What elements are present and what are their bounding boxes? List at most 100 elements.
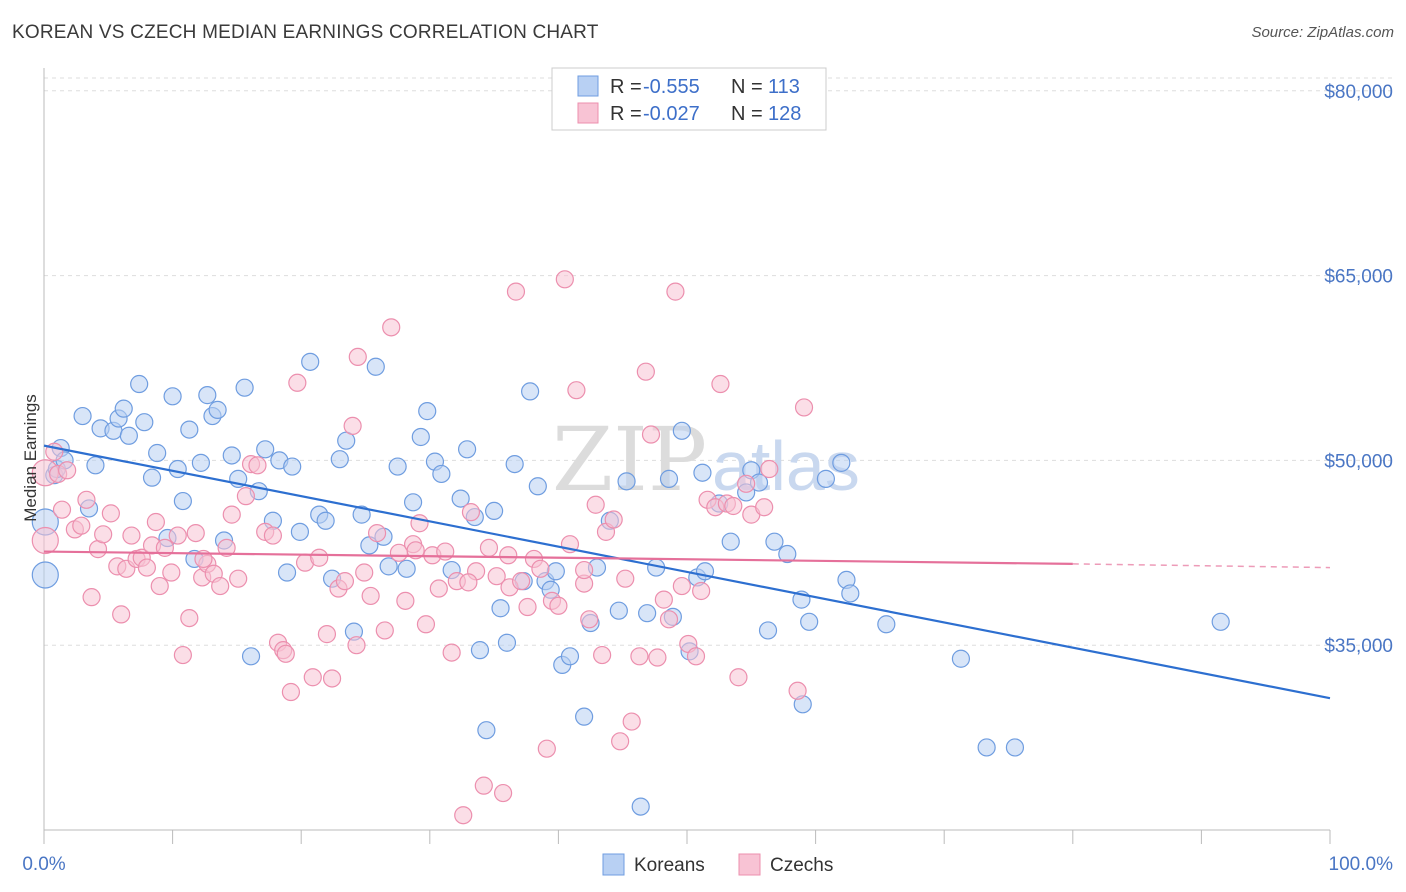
axes xyxy=(43,68,1331,844)
czech-point xyxy=(611,732,630,751)
czech-point xyxy=(479,538,499,557)
czech-point xyxy=(724,496,743,516)
czech-point xyxy=(454,806,473,825)
korean-point xyxy=(758,621,778,640)
czech-point xyxy=(72,516,91,535)
korean-point xyxy=(379,557,398,576)
bottom-legend-swatch-czechs xyxy=(738,853,761,876)
korean-point xyxy=(485,501,504,521)
bottom-legend-swatch-koreans xyxy=(602,853,625,876)
chart-source: Source: ZipAtlas.com xyxy=(1251,24,1394,41)
czech-point xyxy=(506,282,526,301)
czech-point xyxy=(499,546,518,565)
czech-point xyxy=(211,576,230,596)
czech-point xyxy=(217,538,236,557)
korean-point xyxy=(497,633,517,652)
korean-point xyxy=(283,457,302,476)
korean-point xyxy=(477,721,496,740)
czech-point xyxy=(236,487,256,506)
czech-point xyxy=(355,563,374,582)
czech-point xyxy=(361,586,380,606)
y-tick-label-1: $50,000 xyxy=(1324,451,1393,472)
czech-point xyxy=(459,573,478,592)
korean-point xyxy=(418,402,437,421)
czech-point xyxy=(101,504,120,523)
czech-point xyxy=(94,525,113,544)
czech-point xyxy=(622,712,641,731)
czech-point xyxy=(755,498,774,517)
korean-point xyxy=(841,584,860,603)
korean-point xyxy=(505,454,524,474)
czech-point xyxy=(641,425,661,444)
korean-point xyxy=(528,477,547,496)
korean-point xyxy=(672,421,691,440)
czech-point xyxy=(416,615,436,634)
czech-point xyxy=(276,644,295,663)
czech-point xyxy=(630,647,649,666)
czech-point xyxy=(604,510,623,529)
korean-point xyxy=(951,649,971,668)
czech-point xyxy=(58,461,77,480)
korean-point xyxy=(1211,612,1230,631)
czech-point xyxy=(343,416,362,436)
legend-n-value-koreans: 113 xyxy=(768,76,800,98)
legend-r-label-koreans: R = xyxy=(610,76,642,98)
czech-point xyxy=(281,682,301,702)
korean-point xyxy=(130,374,149,394)
czech-point xyxy=(672,576,691,596)
czech-point xyxy=(648,648,667,667)
czech-point xyxy=(77,490,96,509)
czech-trend-line xyxy=(43,550,1073,565)
korean-point xyxy=(168,459,187,479)
korean-point xyxy=(721,532,740,551)
korean-point xyxy=(397,559,416,578)
korean-point xyxy=(208,400,227,419)
korean-point xyxy=(301,352,320,371)
czech-point xyxy=(729,668,748,687)
y-tick-label-3: $80,000 xyxy=(1324,82,1393,103)
czech-point xyxy=(737,474,756,493)
czech-point xyxy=(112,605,131,624)
czech-point xyxy=(461,503,481,522)
korean-point xyxy=(235,378,254,397)
korean-point xyxy=(277,563,297,582)
korean-point xyxy=(778,544,797,564)
czech-point xyxy=(168,526,187,545)
czech-point xyxy=(310,548,329,567)
czech-point xyxy=(575,560,594,580)
korean-point xyxy=(191,453,210,472)
korean-point xyxy=(617,472,636,491)
czech-point xyxy=(382,318,401,337)
czech-point xyxy=(375,621,394,640)
czech-point xyxy=(760,459,779,479)
czech-point xyxy=(248,456,267,475)
korean-point xyxy=(330,450,349,469)
czech-point xyxy=(429,579,448,598)
czech-point xyxy=(537,739,556,758)
czech-point xyxy=(82,588,101,607)
korean-point xyxy=(290,522,310,541)
korean-point xyxy=(457,440,477,459)
y-tick-label-2: $65,000 xyxy=(1324,267,1393,288)
czech-point xyxy=(180,608,199,628)
korean-point xyxy=(631,797,650,816)
czech-point xyxy=(288,373,307,392)
czech-point xyxy=(122,526,141,545)
korean-point xyxy=(575,707,594,726)
czech-point xyxy=(788,681,807,700)
korean-point xyxy=(491,599,510,618)
legend-swatch-koreans xyxy=(577,75,599,97)
korean-point xyxy=(432,464,451,484)
czech-point xyxy=(173,645,192,665)
korean-point xyxy=(451,489,470,508)
legend: R = -0.555 N = 113 R = -0.027 N = 128 xyxy=(551,67,827,131)
czech-point xyxy=(474,776,493,795)
korean-point xyxy=(163,387,182,406)
korean-point xyxy=(816,469,835,488)
czech-point xyxy=(322,669,342,688)
x-tick-label-0: 0.0% xyxy=(22,854,65,875)
chart-title: KOREAN VS CZECH MEDIAN EARNINGS CORRELAT… xyxy=(12,22,599,43)
czech-point xyxy=(303,668,322,687)
korean-point xyxy=(180,420,199,439)
czech-point xyxy=(335,572,355,591)
